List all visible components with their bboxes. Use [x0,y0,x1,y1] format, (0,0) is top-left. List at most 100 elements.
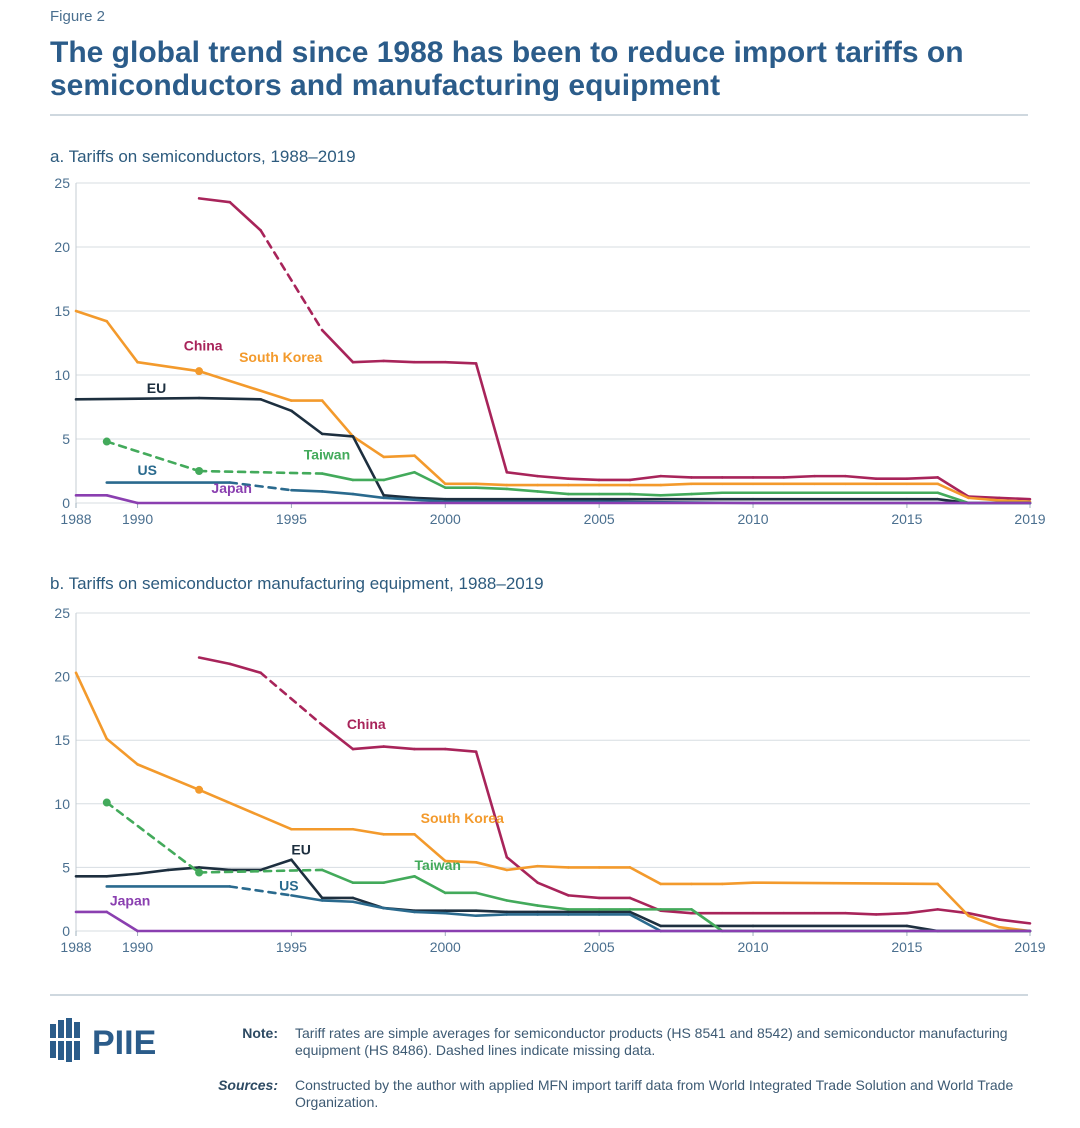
x-tick-label: 1990 [122,511,153,527]
series-label-japan: Japan [110,893,150,909]
series-segment-south-korea [936,882,970,918]
y-tick-label: 0 [62,495,70,511]
series-segment-eu [628,910,663,928]
x-tick-label: 1995 [276,511,307,527]
y-tick-label: 5 [62,431,70,447]
series-segment-eu [351,435,386,497]
series-segment-us [290,894,324,902]
series-segment-china [505,470,539,478]
series-segment-china [259,229,324,332]
series-label-south-korea: South Korea [421,810,504,826]
figure-label: Figure 2 [50,8,106,25]
series-segment-south-korea [474,482,509,487]
note-label: Note: [242,1025,278,1041]
series-segment-south-korea [413,833,447,863]
x-tick-label: 2005 [584,511,615,527]
series-segment-china [505,855,539,884]
piie-logo-text: PIIE [92,1024,156,1062]
series-segment-china [659,474,693,479]
series-segment-us [628,913,663,933]
sources-label: Sources: [218,1077,278,1093]
series-segment-china [197,197,232,204]
series-segment-us [320,490,355,496]
series-segment-us [351,492,386,500]
series-segment-us [382,496,447,504]
series-point [195,785,204,794]
series-segment-taiwan [505,899,539,907]
series-segment-us [351,900,386,910]
series-segment-eu [290,409,324,436]
series-segment-china [967,495,1001,500]
series-segment-south-korea [967,496,1001,502]
series-segment-south-korea [382,454,416,459]
figure-title: The global trend since 1988 has been to … [50,36,964,102]
series-segment-china [844,474,878,480]
series-segment-south-korea [351,827,386,836]
series-segment-eu [197,866,232,872]
series-segment-south-korea [936,482,970,500]
series-point [195,868,204,877]
x-tick-label: 2010 [737,511,768,527]
series-segment-taiwan [413,875,447,895]
note-text: Tariff rates are simple averages for sem… [295,1025,1008,1058]
series-segment-china [320,328,355,364]
y-tick-label: 10 [54,367,70,383]
series-segment-south-korea [136,360,201,373]
series-segment-south-korea [536,864,570,869]
series-label-japan: Japan [211,480,251,496]
y-tick-label: 15 [54,732,70,748]
x-tick-label: 1988 [60,939,91,955]
series-segment-taiwan [690,908,724,933]
series-segment-taiwan [690,491,724,496]
series-segment-south-korea [351,435,386,459]
series-segment-japan [105,494,139,505]
y-tick-label: 25 [54,605,70,621]
panel-title: b. Tariffs on semiconductor manufacturin… [50,574,544,593]
series-segment-us [443,911,478,918]
series-segment-taiwan [320,868,355,884]
series-segment-us [382,906,416,914]
x-tick-label: 1990 [122,939,153,955]
series-segment-taiwan [382,470,416,482]
series-segment-taiwan [474,891,509,902]
y-tick-label: 10 [54,796,70,812]
series-segment-eu [290,858,324,900]
series-segment-eu [259,398,293,413]
series-segment-taiwan [320,472,355,482]
bottom-divider [50,994,1028,996]
series-label-eu: EU [291,842,310,858]
series-segment-china [997,496,1032,501]
series-segment-china [567,894,601,900]
charts-canvas: a. Tariffs on semiconductors, 1988–2019 0… [50,147,1046,955]
series-segment-china [351,359,386,364]
series-label-china: China [347,716,386,732]
series-segment-china [844,911,878,916]
series-segment-china [967,911,1001,921]
series-segment-us [320,899,355,904]
series-segment-us [290,488,324,493]
series-label-eu: EU [147,380,166,396]
series-segment-china [905,908,939,915]
series-segment-taiwan [105,801,201,874]
series-segment-china [351,745,386,751]
series-segment-china [320,723,355,751]
series-segment-us [228,885,293,897]
series-segment-eu [320,432,355,438]
x-tick-label: 2000 [430,939,461,955]
series-segment-south-korea [997,499,1032,504]
series-segment-taiwan [197,868,324,874]
y-tick-label: 0 [62,923,70,939]
series-segment-taiwan [936,491,970,505]
series-segment-taiwan [382,875,416,884]
series-segment-south-korea [105,319,139,364]
x-tick-label: 2019 [1014,939,1045,955]
series-label-taiwan: Taiwan [304,446,350,462]
series-segment-south-korea [74,671,109,741]
series-segment-china [874,911,909,916]
series-segment-china [443,360,478,365]
series-point [102,798,111,807]
series-label-us: US [138,462,157,478]
series-segment-eu [382,494,416,500]
series-segment-china [382,359,416,364]
series-segment-taiwan [536,490,570,496]
